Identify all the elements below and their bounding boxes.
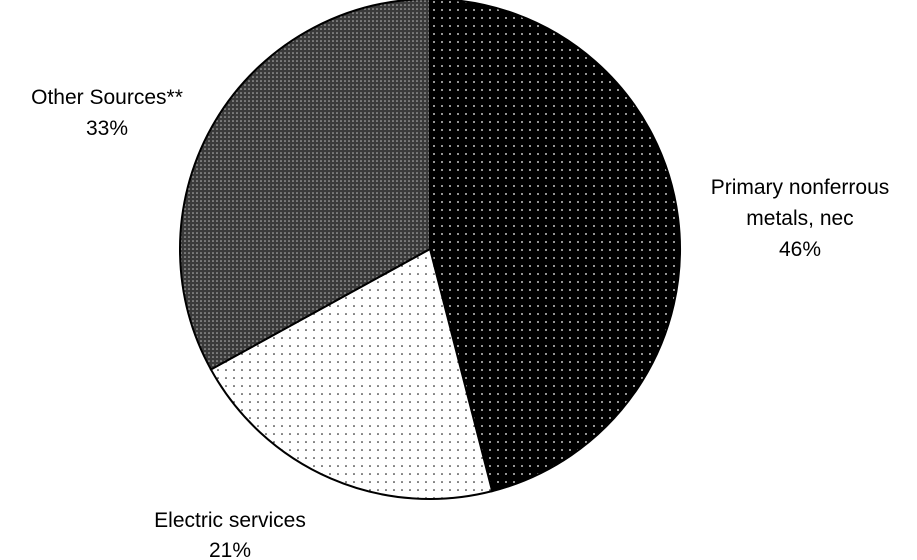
slice-pct-primary-nonferrous: 46% (779, 238, 821, 261)
pie-slice-primary-nonferrous (429, 0, 682, 493)
slice-pct-electric-services: 21% (209, 539, 251, 560)
pie-labels: Primary nonferrous metals, nec 46% Elect… (31, 86, 889, 560)
slice-label-other-sources: Other Sources** (31, 86, 183, 109)
slice-label-electric-services: Electric services (154, 509, 306, 532)
pie-slices (179, 0, 682, 501)
slice-label-primary-nonferrous-line1: Primary nonferrous (711, 176, 890, 199)
pie-slice-electric-services (209, 247, 494, 501)
pie-slice-other-sources (179, 0, 431, 371)
slice-pct-other-sources: 33% (86, 117, 128, 140)
slice-label-primary-nonferrous-line2: metals, nec (746, 207, 853, 230)
